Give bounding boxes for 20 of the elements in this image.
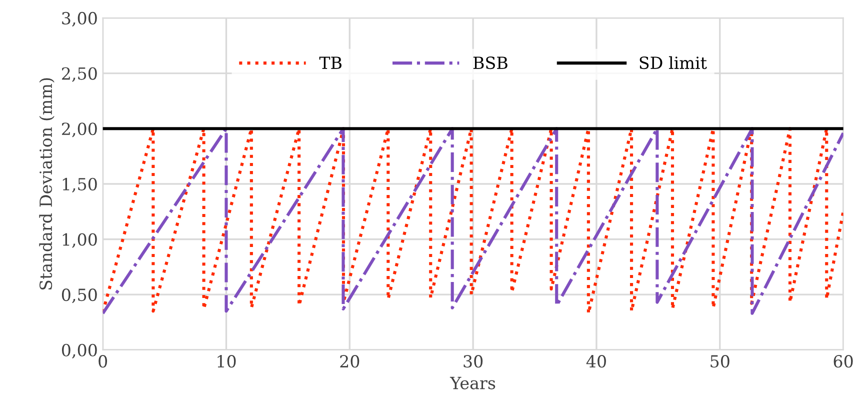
line-series xyxy=(102,127,844,315)
legend-label: SD limit xyxy=(640,56,707,70)
y-tick-label: 2,50 xyxy=(62,67,97,82)
x-tick-label: 60 xyxy=(834,355,853,368)
x-tick-label: 40 xyxy=(586,355,606,368)
y-tick-label: 1,00 xyxy=(62,233,97,248)
y-axis-title: Standard Deviation (mm) xyxy=(39,78,54,290)
x-tick-label: 50 xyxy=(710,355,730,368)
x-tick-label: 20 xyxy=(340,355,360,368)
y-tick-label: 3,00 xyxy=(62,12,97,27)
legend-label: BSB xyxy=(473,56,508,70)
y-tick-label: 0,50 xyxy=(62,288,97,304)
y-tick-label: 2,00 xyxy=(62,122,97,138)
y-tick-label: 1,50 xyxy=(62,178,97,193)
legend-label: TB xyxy=(319,56,342,69)
y-tick-label: 0,00 xyxy=(62,344,97,358)
x-axis-title: Years xyxy=(450,376,496,390)
x-tick-label: 10 xyxy=(218,355,236,368)
x-tick-label: 0 xyxy=(98,355,108,368)
x-tick-label: 30 xyxy=(464,355,483,368)
